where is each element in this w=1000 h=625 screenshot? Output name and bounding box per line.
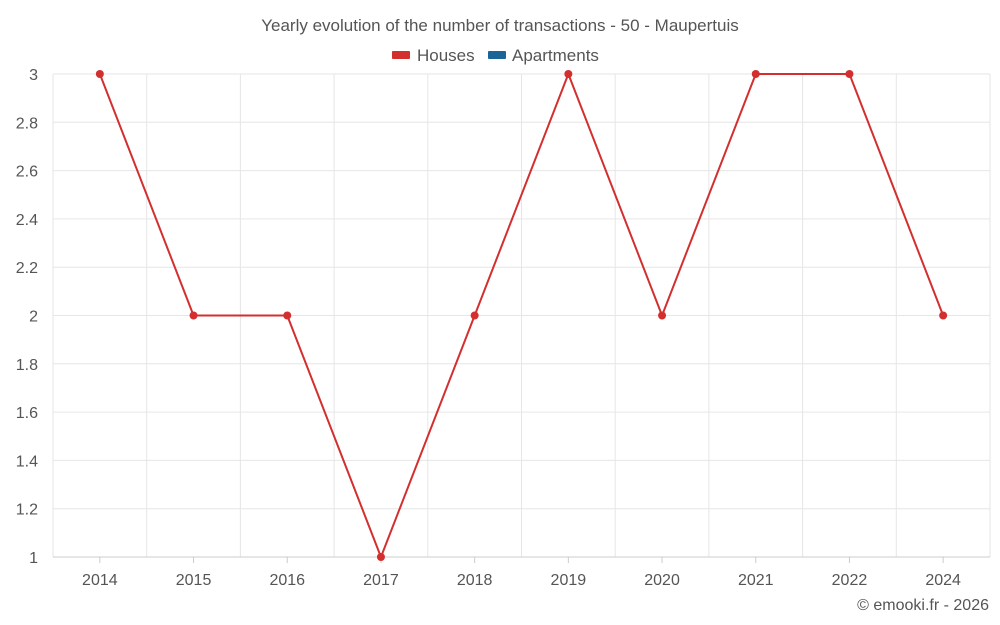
y-tick-label: 2.4	[16, 212, 38, 229]
y-tick-label: 2.2	[16, 260, 38, 277]
data-point-2016[interactable]	[283, 311, 292, 320]
x-axis: 2014 2015 2016 2017 2018 2019 2020 2021 2022 2024	[82, 557, 961, 589]
series-houses	[95, 70, 948, 561]
data-point-2014[interactable]	[95, 70, 104, 78]
x-tick-label: 2014	[82, 572, 118, 589]
x-tick-label: 2020	[644, 572, 680, 589]
data-point-2020[interactable]	[658, 311, 667, 320]
legend: Houses Apartments	[392, 46, 599, 65]
legend-label-houses: Houses	[417, 46, 475, 65]
x-tick-label: 2022	[832, 572, 868, 589]
x-tick-label: 2018	[457, 572, 493, 589]
x-tick-label: 2019	[551, 572, 587, 589]
data-point-2022[interactable]	[845, 70, 854, 78]
y-tick-label: 3	[29, 67, 38, 84]
legend-label-apartments: Apartments	[512, 46, 599, 65]
data-point-2021[interactable]	[751, 70, 760, 78]
legend-swatch-apartments	[488, 51, 506, 59]
y-tick-label: 2.8	[16, 115, 38, 132]
legend-swatch-houses	[392, 51, 410, 59]
x-tick-label: 2015	[176, 572, 212, 589]
x-tick-label: 2017	[363, 572, 399, 589]
y-tick-label: 1.6	[16, 405, 38, 422]
data-point-2019[interactable]	[564, 70, 573, 78]
y-tick-label: 1.2	[16, 502, 38, 519]
data-point-2018[interactable]	[470, 311, 479, 320]
data-point-2015[interactable]	[189, 311, 198, 320]
data-point-2024[interactable]	[939, 311, 948, 320]
y-tick-label: 2.6	[16, 164, 38, 181]
y-axis: 1 1.2 1.4 1.6 1.8 2 2.2 2.4 2.6 2.8 3	[16, 67, 38, 567]
legend-item-houses[interactable]: Houses	[392, 46, 475, 65]
x-tick-label: 2016	[269, 572, 305, 589]
y-tick-label: 1.4	[16, 453, 38, 470]
legend-item-apartments[interactable]: Apartments	[488, 46, 599, 65]
y-tick-label: 1	[29, 550, 38, 567]
y-tick-label: 1.8	[16, 357, 38, 374]
series-line-houses	[98, 73, 945, 558]
y-tick-label: 2	[29, 309, 38, 326]
chart-title: Yearly evolution of the number of transa…	[261, 16, 739, 35]
x-tick-label: 2021	[738, 572, 774, 589]
data-point-2017[interactable]	[376, 553, 385, 561]
credit-text: © emooki.fr - 2026	[857, 597, 989, 614]
x-tick-label: 2024	[925, 572, 961, 589]
